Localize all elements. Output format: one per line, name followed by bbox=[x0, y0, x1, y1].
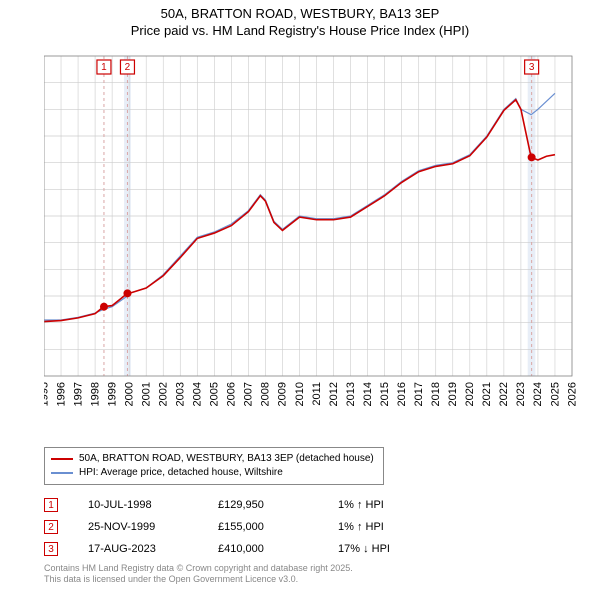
svg-text:1999: 1999 bbox=[106, 382, 118, 406]
svg-text:2010: 2010 bbox=[294, 382, 306, 406]
svg-text:2018: 2018 bbox=[430, 382, 442, 406]
sale-delta-2: 1% ↑ HPI bbox=[338, 521, 458, 533]
svg-text:2: 2 bbox=[125, 62, 131, 73]
sales-row-3: 3 17-AUG-2023 £410,000 17% ↓ HPI bbox=[44, 538, 458, 560]
chart: £0£50K£100K£150K£200K£250K£300K£350K£400… bbox=[44, 48, 584, 418]
title-line2: Price paid vs. HM Land Registry's House … bbox=[0, 23, 600, 40]
svg-text:1998: 1998 bbox=[89, 382, 101, 406]
svg-text:2017: 2017 bbox=[413, 382, 425, 406]
svg-text:2016: 2016 bbox=[396, 382, 408, 406]
svg-text:2025: 2025 bbox=[549, 382, 561, 406]
sale-date-1: 10-JUL-1998 bbox=[88, 499, 218, 511]
sale-delta-1: 1% ↑ HPI bbox=[338, 499, 458, 511]
svg-text:2013: 2013 bbox=[345, 382, 357, 406]
sale-price-2: £155,000 bbox=[218, 521, 338, 533]
legend: 50A, BRATTON ROAD, WESTBURY, BA13 3EP (d… bbox=[44, 447, 384, 485]
svg-text:2015: 2015 bbox=[379, 382, 391, 406]
legend-label-2: HPI: Average price, detached house, Wilt… bbox=[79, 466, 283, 480]
svg-text:2026: 2026 bbox=[566, 382, 578, 406]
sales-row-2: 2 25-NOV-1999 £155,000 1% ↑ HPI bbox=[44, 516, 458, 538]
legend-swatch-2 bbox=[51, 472, 73, 474]
svg-text:1997: 1997 bbox=[72, 382, 84, 406]
svg-text:2020: 2020 bbox=[464, 382, 476, 406]
svg-text:2005: 2005 bbox=[209, 382, 221, 406]
sales-row-1: 1 10-JUL-1998 £129,950 1% ↑ HPI bbox=[44, 494, 458, 516]
svg-text:2021: 2021 bbox=[481, 382, 493, 406]
svg-text:2007: 2007 bbox=[243, 382, 255, 406]
svg-text:2022: 2022 bbox=[498, 382, 510, 406]
svg-text:2008: 2008 bbox=[260, 382, 272, 406]
svg-text:2023: 2023 bbox=[515, 382, 527, 406]
svg-text:3: 3 bbox=[529, 62, 535, 73]
legend-label-1: 50A, BRATTON ROAD, WESTBURY, BA13 3EP (d… bbox=[79, 452, 374, 466]
sale-date-2: 25-NOV-1999 bbox=[88, 521, 218, 533]
svg-text:1995: 1995 bbox=[44, 382, 50, 406]
sales-table: 1 10-JUL-1998 £129,950 1% ↑ HPI 2 25-NOV… bbox=[44, 494, 458, 560]
title-line1: 50A, BRATTON ROAD, WESTBURY, BA13 3EP bbox=[0, 6, 600, 23]
attribution-line2: This data is licensed under the Open Gov… bbox=[44, 574, 353, 586]
svg-text:2012: 2012 bbox=[328, 382, 340, 406]
sale-price-3: £410,000 bbox=[218, 543, 338, 555]
sale-delta-3: 17% ↓ HPI bbox=[338, 543, 458, 555]
svg-text:2006: 2006 bbox=[226, 382, 238, 406]
legend-swatch-1 bbox=[51, 458, 73, 460]
sale-date-3: 17-AUG-2023 bbox=[88, 543, 218, 555]
sale-price-1: £129,950 bbox=[218, 499, 338, 511]
svg-text:2014: 2014 bbox=[362, 382, 374, 406]
svg-text:2002: 2002 bbox=[158, 382, 170, 406]
chart-svg: £0£50K£100K£150K£200K£250K£300K£350K£400… bbox=[44, 48, 584, 418]
svg-text:2003: 2003 bbox=[175, 382, 187, 406]
sale-marker-2: 2 bbox=[44, 520, 58, 534]
svg-text:2009: 2009 bbox=[277, 382, 289, 406]
attribution: Contains HM Land Registry data © Crown c… bbox=[44, 563, 353, 586]
svg-text:1996: 1996 bbox=[55, 382, 67, 406]
svg-text:2019: 2019 bbox=[447, 382, 459, 406]
sale-marker-3: 3 bbox=[44, 542, 58, 556]
chart-title: 50A, BRATTON ROAD, WESTBURY, BA13 3EP Pr… bbox=[0, 0, 600, 40]
legend-row-1: 50A, BRATTON ROAD, WESTBURY, BA13 3EP (d… bbox=[51, 452, 377, 466]
svg-text:1: 1 bbox=[101, 62, 107, 73]
svg-text:2004: 2004 bbox=[192, 382, 204, 406]
svg-text:2024: 2024 bbox=[532, 382, 544, 406]
svg-text:2001: 2001 bbox=[140, 382, 152, 406]
svg-text:2011: 2011 bbox=[311, 382, 323, 406]
legend-row-2: HPI: Average price, detached house, Wilt… bbox=[51, 466, 377, 480]
sale-marker-1: 1 bbox=[44, 498, 58, 512]
attribution-line1: Contains HM Land Registry data © Crown c… bbox=[44, 563, 353, 575]
svg-text:2000: 2000 bbox=[123, 382, 135, 406]
